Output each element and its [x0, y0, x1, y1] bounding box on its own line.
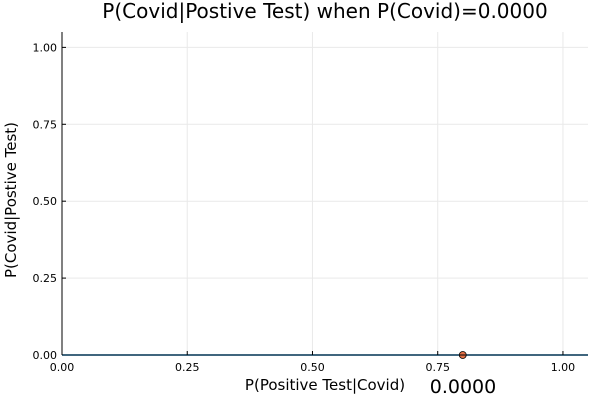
y-tick-label-3: 0.75	[33, 118, 58, 131]
ticks: 0.00 0.25 0.50 0.75 1.00 0.00 0.25 0.50 0.75 1.00	[33, 41, 576, 374]
grid	[61, 32, 588, 356]
x-tick-label-3: 0.75	[425, 361, 450, 374]
x-tick-label-4: 1.00	[551, 361, 576, 374]
x-tick-label-2: 0.50	[300, 361, 325, 374]
x-axis-label: P(Positive Test|Covid)	[245, 376, 405, 394]
chart-title: P(Covid|Postive Test) when P(Covid)=0.00…	[102, 0, 547, 23]
y-tick-label-0: 0.00	[33, 349, 58, 362]
axes-frame	[61, 32, 588, 356]
y-tick-label-4: 1.00	[33, 41, 58, 54]
x-tick-label-0: 0.00	[50, 361, 75, 374]
x-tick-label-1: 0.25	[175, 361, 200, 374]
y-tick-label-1: 0.25	[33, 272, 58, 285]
y-axis-label: P(Covid|Postive Test)	[2, 122, 20, 278]
y-tick-label-2: 0.50	[33, 195, 58, 208]
annotation-value: 0.0000	[430, 376, 496, 398]
